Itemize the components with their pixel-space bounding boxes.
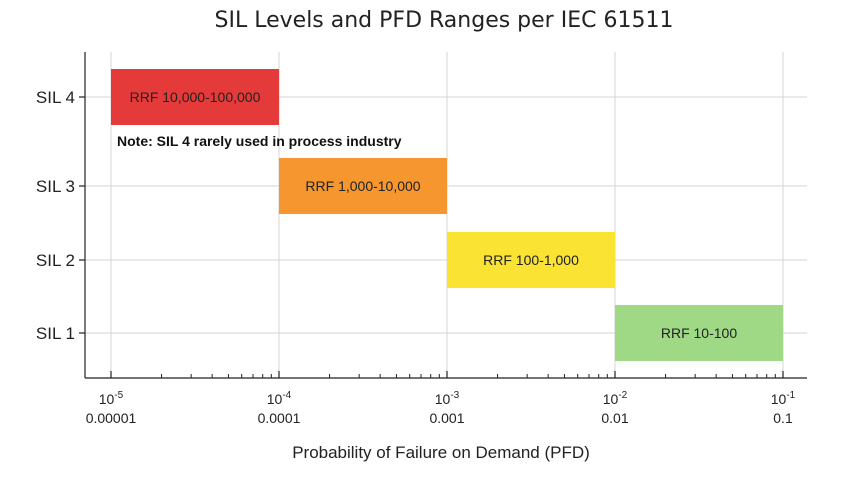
bar-sil-1	[615, 305, 783, 361]
bars-group: RRF 10,000-100,000 RRF 1,000-10,000 RRF 10…	[111, 69, 783, 361]
bar-label: RRF 100-1,000	[483, 252, 579, 268]
x-tick-decimal: 0.01	[601, 410, 628, 426]
bar-label: RRF 1,000-10,000	[305, 178, 420, 194]
annotation-note: Note: SIL 4 rarely used in process indus…	[117, 133, 402, 149]
bar-sil-4	[111, 69, 279, 125]
x-tick-decimal: 0.1	[773, 410, 793, 426]
x-axis-label: Probability of Failure on Demand (PFD)	[292, 443, 590, 462]
chart-title: SIL Levels and PFD Ranges per IEC 61511	[215, 8, 674, 33]
x-tick-power: 10-3	[435, 390, 460, 407]
bar-sil-3	[279, 158, 447, 214]
y-tick-label: SIL 4	[36, 88, 75, 107]
x-tick-power: 10-4	[267, 390, 292, 407]
y-tick-labels: SIL 4 SIL 3 SIL 2 SIL 1	[36, 88, 75, 343]
x-tick-labels: 10-5 0.00001 10-4 0.0001 10-3 0.001 10-2 0.01 10…	[86, 390, 796, 426]
x-tick-decimal: 0.001	[429, 410, 464, 426]
y-tick-label: SIL 2	[36, 251, 75, 270]
x-tick-power: 10-5	[99, 390, 124, 407]
x-tick-decimal: 0.0001	[258, 410, 301, 426]
x-tick-power: 10-2	[603, 390, 628, 407]
x-tick-decimal: 0.00001	[86, 410, 137, 426]
bar-label: RRF 10-100	[661, 325, 737, 341]
x-tick-power: 10-1	[771, 390, 796, 407]
bar-sil-2	[447, 232, 615, 288]
axes-group	[79, 52, 807, 379]
y-tick-label: SIL 1	[36, 324, 75, 343]
bar-label: RRF 10,000-100,000	[130, 89, 261, 105]
y-tick-label: SIL 3	[36, 177, 75, 196]
